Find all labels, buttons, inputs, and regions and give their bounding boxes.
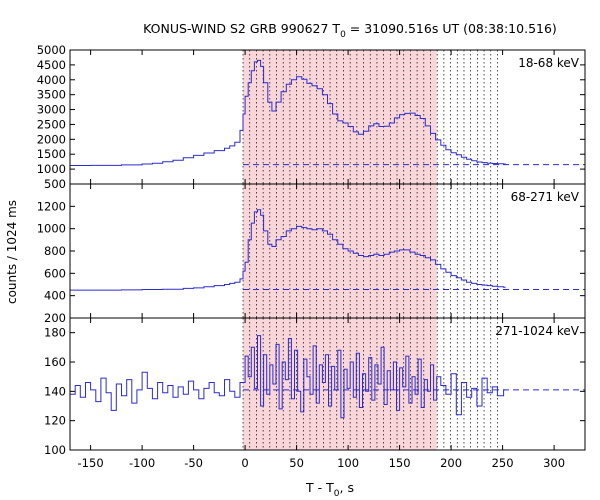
series-line-1 [70, 59, 506, 166]
y-tick-label: 200 [44, 311, 66, 325]
y-tick-label: 5000 [37, 43, 66, 57]
x-tick-label: -150 [78, 456, 104, 470]
y-tick-label: 4500 [37, 58, 66, 72]
energy-band-label: 18-68 keV [518, 56, 580, 70]
series-line-3 [70, 335, 506, 419]
y-tick-label: 160 [44, 355, 66, 369]
panel-3: 100 120 140 160 180 271-1024 keV [44, 317, 586, 457]
y-tick-label: 140 [44, 384, 66, 398]
x-tick-label: -100 [129, 456, 155, 470]
panel-frame [69, 317, 586, 451]
x-tick-label: -50 [184, 456, 203, 470]
y-tick-label: 1000 [37, 222, 66, 236]
energy-band-label: 68-271 keV [511, 190, 580, 204]
y-axis-label: counts / 1024 ms [5, 200, 19, 304]
y-tick-label: 1200 [37, 199, 66, 213]
y-tick-label: 400 [44, 289, 66, 303]
y-tick-label: 180 [44, 326, 66, 340]
x-tick-label: 300 [543, 456, 565, 470]
shaded-interval [243, 184, 437, 318]
y-tick-label: 1500 [37, 147, 66, 161]
energy-band-label: 271-1024 keV [495, 324, 579, 338]
shaded-interval [243, 50, 437, 184]
series-line-2 [70, 209, 506, 291]
y-tick-label: 100 [44, 443, 66, 457]
y-tick-label: 120 [44, 414, 66, 428]
x-tick-label: 100 [337, 456, 359, 470]
y-tick-label: 3500 [37, 88, 66, 102]
y-tick-label: 500 [44, 177, 66, 191]
y-tick-label: 3000 [37, 103, 66, 117]
x-axis-label: T - T0, s [305, 480, 354, 499]
chart-title: KONUS-WIND S2 GRB 990627 T0 = 31090.516s… [143, 21, 557, 40]
x-tick-label: 50 [289, 456, 304, 470]
y-tick-label: 1000 [37, 162, 66, 176]
y-tick-label: 2500 [37, 117, 66, 131]
y-tick-label: 4000 [37, 73, 66, 87]
y-tick-label: 2000 [37, 132, 66, 146]
x-tick-label: 200 [440, 456, 462, 470]
y-tick-label: 800 [44, 244, 66, 258]
x-tick-label: 0 [241, 456, 248, 470]
x-tick-label: 150 [389, 456, 411, 470]
y-tick-label: 600 [44, 266, 66, 280]
x-tick-label: 250 [492, 456, 514, 470]
panel-2: 200 400 600 800 1000 1200 68-271 keV [37, 183, 586, 325]
shaded-interval [243, 318, 437, 450]
